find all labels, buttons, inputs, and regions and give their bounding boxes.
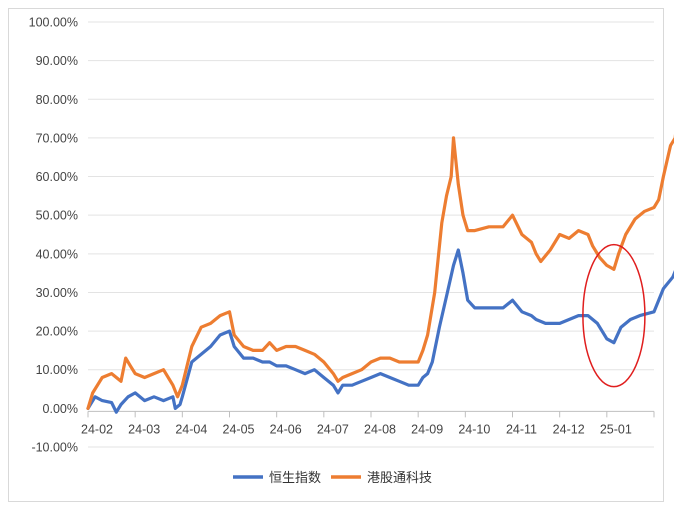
highlight-annotation <box>582 243 646 388</box>
y-tick-label: 80.00% <box>36 93 78 107</box>
y-tick-label: 30.00% <box>36 286 78 300</box>
x-tick-label: 24-08 <box>364 422 396 436</box>
y-tick-label: 100.00% <box>29 16 78 30</box>
y-tick-label: -10.00% <box>31 441 78 455</box>
y-tick-label: 40.00% <box>36 247 78 261</box>
x-tick-label: 24-07 <box>317 422 349 436</box>
series-line-2 <box>86 133 674 410</box>
x-tick-label: 24-12 <box>553 422 585 436</box>
x-tick-label: 24-09 <box>411 422 443 436</box>
x-tick-label: 24-11 <box>506 422 537 436</box>
x-tick-label: 24-04 <box>175 422 207 436</box>
chart-frame <box>8 8 664 502</box>
x-tick-label: 24-02 <box>81 422 113 436</box>
x-tick-label: 25-01 <box>600 422 632 436</box>
y-tick-label: 20.00% <box>36 325 78 339</box>
highlight-ellipse <box>582 243 646 388</box>
y-tick-label: 70.00% <box>36 131 78 145</box>
gridlines <box>88 21 654 448</box>
legend: 恒生指数 港股通科技 <box>233 471 432 486</box>
series-lines <box>86 133 674 414</box>
x-tick-label: 24-06 <box>270 422 302 436</box>
x-tick-label: 24-10 <box>458 422 490 436</box>
y-tick-label: 10.00% <box>36 363 78 377</box>
y-tick-label: 60.00% <box>36 170 78 184</box>
series-line-1 <box>86 248 674 414</box>
x-tick-label: 24-03 <box>128 422 160 436</box>
y-tick-label: 0.00% <box>43 402 78 416</box>
y-tick-label: 50.00% <box>36 209 78 223</box>
y-tick-label: 90.00% <box>36 54 78 68</box>
legend-label-2: 港股通科技 <box>367 471 432 486</box>
y-axis-tick-labels: 100.00% 90.00% 80.00% 70.00% 60.00% 50.00% 40.… <box>29 16 78 455</box>
x-axis-tick-labels: 24-02 24-03 24-04 24-05 24-06 24-07 24-08 24-09… <box>81 422 632 436</box>
legend-label-1: 恒生指数 <box>269 471 321 486</box>
x-tick-label: 24-05 <box>223 422 255 436</box>
x-axis <box>87 410 655 418</box>
